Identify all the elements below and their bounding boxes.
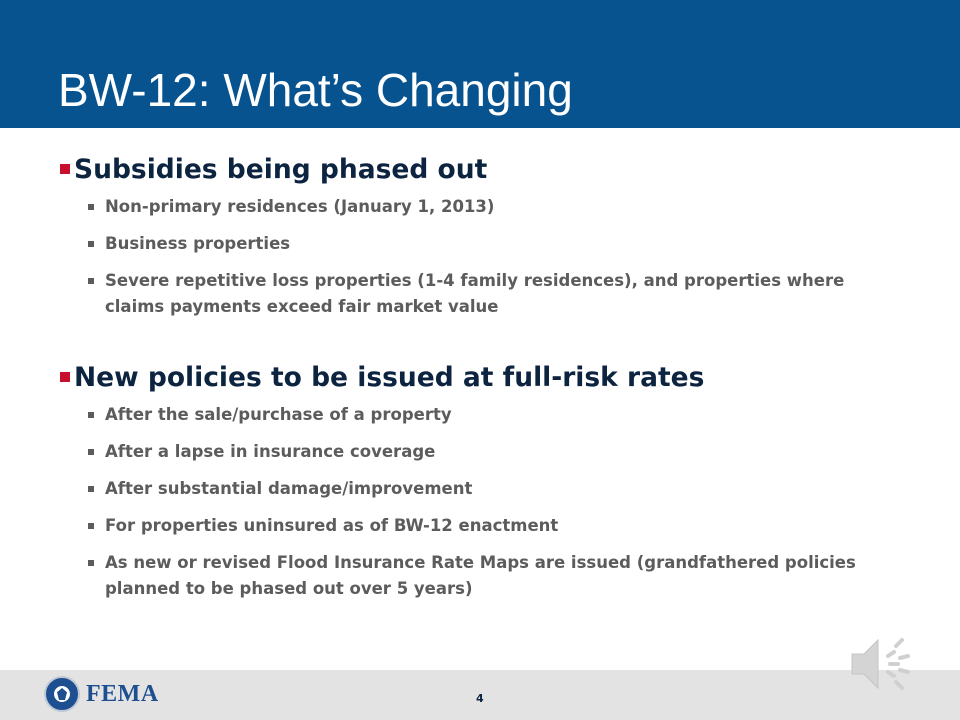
speaker-icon[interactable] [848,634,912,694]
footer-bar [0,670,960,720]
list-item-text: For properties uninsured as of BW-12 ena… [105,516,559,535]
square-bullet-icon [60,164,70,174]
square-bullet-icon [88,241,94,247]
slide-title: BW-12: What’s Changing [58,64,573,116]
page-number: 4 [476,692,484,705]
section-heading-text: New policies to be issued at full-risk r… [74,362,705,393]
fema-logo: FEMA [44,676,159,712]
list-item: After a lapse in insurance coverage [88,439,920,465]
section-heading-text: Subsidies being phased out [74,154,488,185]
square-bullet-icon [60,372,70,382]
square-bullet-icon [88,412,94,418]
list-item: After substantial damage/improvement [88,476,920,502]
section-heading: New policies to be issued at full-risk r… [60,358,920,398]
square-bullet-icon [88,560,94,566]
list-item: For properties uninsured as of BW-12 ena… [88,513,920,539]
sub-bullet-list: Non-primary residences (January 1, 2013)… [88,194,920,320]
list-item: As new or revised Flood Insurance Rate M… [88,550,920,602]
list-item-text: After the sale/purchase of a property [105,405,452,424]
section-full-risk-rates: New policies to be issued at full-risk r… [60,358,920,602]
list-item: Non-primary residences (January 1, 2013) [88,194,920,220]
dhs-seal-icon [44,676,80,712]
list-item: Severe repetitive loss properties (1-4 f… [88,268,920,320]
sub-bullet-list: After the sale/purchase of a property Af… [88,402,920,602]
square-bullet-icon [88,486,94,492]
logo-text: FEMA [86,680,159,707]
square-bullet-icon [88,449,94,455]
list-item: Business properties [88,231,920,257]
list-item-text: As new or revised Flood Insurance Rate M… [105,553,856,598]
title-bar [0,0,960,128]
list-item-text: After substantial damage/improvement [105,479,473,498]
slide-content: Subsidies being phased out Non-primary r… [60,150,920,640]
section-subsidies: Subsidies being phased out Non-primary r… [60,150,920,320]
list-item-text: Severe repetitive loss properties (1-4 f… [105,271,845,316]
square-bullet-icon [88,278,94,284]
list-item-text: After a lapse in insurance coverage [105,442,436,461]
square-bullet-icon [88,523,94,529]
list-item-text: Business properties [105,234,291,253]
list-item: After the sale/purchase of a property [88,402,920,428]
square-bullet-icon [88,204,94,210]
list-item-text: Non-primary residences (January 1, 2013) [105,197,495,216]
section-heading: Subsidies being phased out [60,150,920,190]
